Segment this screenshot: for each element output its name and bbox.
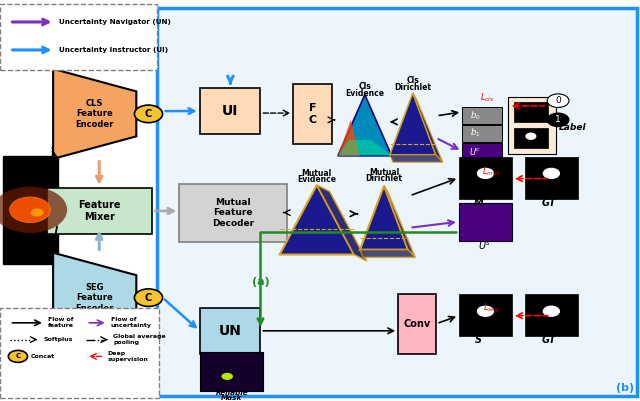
Text: $L_{seg}$: $L_{seg}$ [483, 302, 500, 315]
Text: M: M [474, 198, 484, 208]
FancyBboxPatch shape [525, 294, 578, 336]
FancyBboxPatch shape [462, 125, 502, 142]
Polygon shape [360, 250, 415, 257]
Circle shape [526, 133, 536, 139]
Text: 1: 1 [556, 115, 561, 124]
Text: $L_{mut}$: $L_{mut}$ [482, 166, 501, 178]
Circle shape [547, 113, 569, 127]
Circle shape [0, 186, 67, 233]
Circle shape [543, 168, 559, 178]
Text: S: S [476, 335, 482, 345]
Polygon shape [413, 93, 443, 162]
Text: $U^s$: $U^s$ [479, 239, 492, 251]
FancyBboxPatch shape [0, 4, 157, 70]
Text: (b): (b) [616, 383, 634, 393]
FancyBboxPatch shape [293, 84, 332, 144]
Text: Mask: Mask [221, 395, 243, 401]
FancyBboxPatch shape [462, 107, 502, 124]
FancyBboxPatch shape [3, 156, 58, 264]
Text: Mutual: Mutual [301, 169, 332, 178]
Text: Uncertainty Instructor (UI): Uncertainty Instructor (UI) [59, 47, 168, 53]
Text: UI: UI [222, 104, 238, 118]
Circle shape [547, 94, 569, 107]
FancyBboxPatch shape [462, 143, 502, 160]
Polygon shape [280, 185, 354, 255]
Text: Cls: Cls [358, 82, 371, 91]
FancyBboxPatch shape [157, 8, 637, 395]
Text: Flow of
uncertainty: Flow of uncertainty [111, 318, 152, 328]
Text: Deep
supervision: Deep supervision [108, 351, 148, 362]
FancyBboxPatch shape [525, 157, 578, 198]
Text: $L_{cls}$: $L_{cls}$ [481, 91, 495, 104]
FancyBboxPatch shape [200, 308, 260, 354]
Text: UN: UN [219, 324, 241, 338]
Polygon shape [338, 120, 360, 156]
Text: Reliable: Reliable [216, 390, 248, 396]
Text: Conv: Conv [404, 319, 431, 329]
Text: CLS
Feature
Encoder: CLS Feature Encoder [76, 99, 114, 129]
Polygon shape [53, 253, 136, 342]
Text: SEG
Feature
Encoder: SEG Feature Encoder [76, 283, 114, 312]
FancyBboxPatch shape [200, 88, 260, 134]
Text: (a): (a) [252, 277, 270, 287]
Text: Evidence: Evidence [298, 175, 336, 184]
Text: Mutual: Mutual [369, 168, 399, 176]
Polygon shape [338, 140, 392, 156]
FancyBboxPatch shape [459, 294, 512, 336]
FancyBboxPatch shape [514, 102, 548, 122]
Text: C: C [15, 353, 20, 359]
Circle shape [134, 105, 163, 123]
Text: Feature
Mixer: Feature Mixer [78, 200, 121, 222]
Text: Mutual
Feature
Decoder: Mutual Feature Decoder [212, 198, 254, 228]
Polygon shape [390, 93, 436, 155]
Circle shape [477, 306, 493, 316]
Text: Concat: Concat [31, 354, 55, 359]
Text: $U^c$: $U^c$ [469, 146, 481, 157]
Polygon shape [317, 185, 367, 261]
FancyBboxPatch shape [508, 97, 556, 154]
Circle shape [221, 373, 233, 380]
FancyBboxPatch shape [398, 294, 436, 354]
FancyBboxPatch shape [459, 203, 512, 241]
Text: $b_1$: $b_1$ [470, 127, 480, 140]
FancyBboxPatch shape [514, 128, 548, 148]
Text: Dirichlet: Dirichlet [394, 83, 431, 91]
Polygon shape [384, 186, 415, 257]
FancyBboxPatch shape [459, 157, 512, 198]
Polygon shape [360, 186, 408, 250]
FancyBboxPatch shape [47, 188, 152, 234]
Text: 0: 0 [556, 96, 561, 105]
Polygon shape [53, 69, 136, 159]
Circle shape [10, 197, 51, 223]
Text: Flow of
feature: Flow of feature [48, 318, 74, 328]
Text: Evidence: Evidence [346, 89, 384, 97]
Text: F
C: F C [308, 103, 316, 125]
Text: Softplus: Softplus [44, 337, 73, 342]
Text: Label: Label [559, 123, 586, 132]
FancyBboxPatch shape [0, 308, 159, 397]
Circle shape [477, 168, 493, 178]
Text: Cls: Cls [406, 76, 419, 85]
Text: Dirichlet: Dirichlet [365, 174, 403, 183]
Text: C: C [145, 109, 152, 119]
Circle shape [8, 350, 28, 363]
Circle shape [31, 209, 44, 217]
Text: Uncertainty Navigator (UN): Uncertainty Navigator (UN) [59, 19, 171, 25]
Text: GT: GT [542, 335, 556, 345]
Text: Global average
pooling: Global average pooling [113, 334, 166, 345]
Polygon shape [390, 155, 443, 162]
Circle shape [134, 289, 163, 306]
Polygon shape [338, 95, 392, 156]
FancyBboxPatch shape [179, 184, 287, 242]
Text: GT: GT [542, 198, 556, 208]
Text: C: C [145, 293, 152, 303]
Circle shape [543, 306, 559, 316]
Text: $b_0$: $b_0$ [470, 109, 480, 122]
FancyBboxPatch shape [200, 352, 263, 391]
